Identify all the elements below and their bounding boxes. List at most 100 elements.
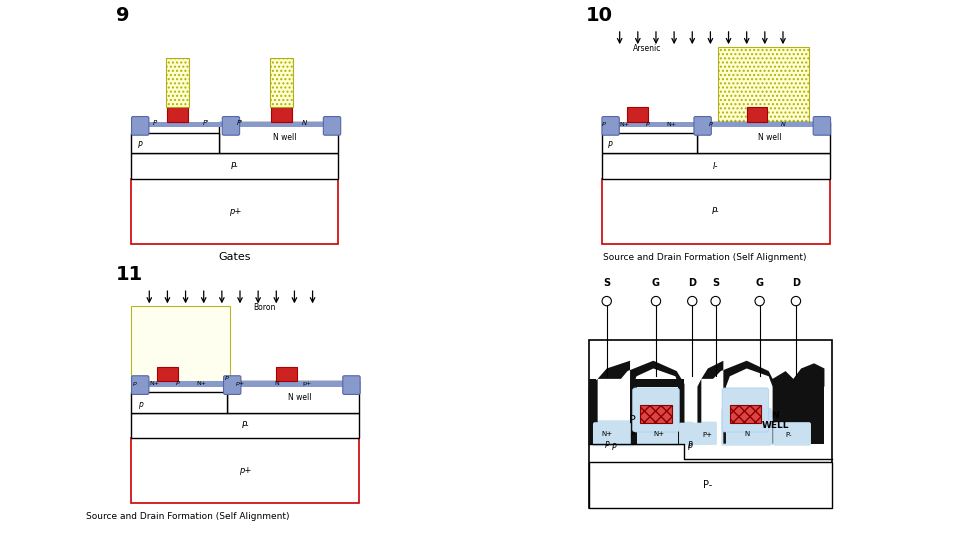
Text: N well: N well (758, 133, 781, 143)
Text: P': P' (204, 120, 209, 126)
Text: 11: 11 (115, 265, 143, 285)
FancyBboxPatch shape (702, 422, 717, 445)
Bar (793, 379, 825, 444)
FancyBboxPatch shape (224, 376, 241, 394)
Bar (166, 58, 189, 107)
Polygon shape (588, 361, 684, 444)
Bar (588, 340, 832, 509)
Text: P: P (687, 443, 692, 452)
Text: N+: N+ (653, 431, 664, 437)
Text: P: P (612, 443, 617, 452)
FancyBboxPatch shape (679, 423, 703, 445)
Text: p+: p+ (235, 381, 245, 386)
Text: Source and Drain Formation (Self Alignment): Source and Drain Formation (Self Alignme… (86, 512, 290, 521)
Bar (628, 107, 648, 122)
Bar (132, 122, 340, 127)
Bar (588, 379, 596, 444)
Bar (276, 367, 297, 381)
Bar (132, 438, 359, 503)
Text: p+: p+ (239, 467, 252, 475)
Bar (132, 413, 359, 438)
FancyBboxPatch shape (633, 388, 680, 432)
Bar (588, 462, 832, 509)
Circle shape (687, 296, 697, 306)
Circle shape (602, 296, 612, 306)
Text: Source and Drain Formation (Self Alignment): Source and Drain Formation (Self Alignme… (604, 253, 807, 262)
Bar (167, 107, 188, 122)
Circle shape (791, 296, 801, 306)
Text: P: P (629, 415, 636, 426)
Text: P: P (605, 441, 609, 450)
FancyBboxPatch shape (223, 117, 240, 135)
Polygon shape (793, 363, 825, 387)
Bar (270, 58, 293, 107)
Bar (132, 393, 228, 413)
Text: P: P (226, 376, 228, 381)
Bar (132, 153, 339, 179)
Text: P: P (609, 141, 612, 150)
Bar (271, 107, 292, 122)
Text: P: P (708, 122, 712, 127)
Bar (747, 107, 767, 122)
Text: N+: N+ (150, 381, 159, 386)
Text: P': P' (237, 120, 243, 126)
FancyBboxPatch shape (721, 408, 772, 445)
Bar (697, 122, 829, 153)
Text: p: p (132, 381, 135, 386)
Text: P: P (631, 432, 635, 438)
FancyBboxPatch shape (324, 117, 341, 135)
Bar (630, 379, 684, 387)
FancyBboxPatch shape (694, 117, 711, 135)
Bar (630, 387, 636, 444)
Text: P: P (602, 122, 606, 127)
Text: P: P (138, 141, 142, 150)
Text: N: N (780, 122, 785, 127)
Text: D: D (792, 278, 800, 288)
Text: N+: N+ (196, 381, 206, 386)
Text: p+: p+ (302, 381, 312, 386)
Text: N well: N well (273, 133, 297, 143)
Bar (157, 367, 178, 381)
Text: N well: N well (288, 393, 311, 402)
Circle shape (755, 296, 764, 306)
FancyBboxPatch shape (602, 117, 619, 135)
Bar (603, 122, 828, 127)
Bar (132, 133, 219, 153)
Text: Arsenic: Arsenic (633, 44, 661, 53)
Text: P-: P- (785, 432, 791, 438)
FancyBboxPatch shape (722, 388, 769, 432)
FancyBboxPatch shape (343, 376, 360, 394)
Text: I-: I- (713, 162, 718, 171)
Text: Boron: Boron (253, 303, 276, 312)
Circle shape (711, 296, 720, 306)
Text: P: P (687, 441, 692, 450)
FancyBboxPatch shape (132, 117, 149, 135)
Bar (602, 179, 829, 244)
Text: P: P (153, 120, 156, 126)
Text: G: G (756, 278, 763, 288)
FancyBboxPatch shape (813, 117, 830, 135)
Text: P: P (646, 122, 650, 127)
Text: N: N (274, 381, 278, 386)
Bar (640, 405, 672, 423)
Text: P: P (176, 381, 180, 386)
FancyBboxPatch shape (591, 420, 636, 446)
Bar (602, 133, 697, 153)
Text: P-: P- (703, 480, 712, 490)
Text: N: N (302, 120, 307, 126)
Text: P-: P- (231, 162, 239, 171)
Bar (730, 405, 761, 423)
Text: S: S (712, 278, 719, 288)
Text: P+: P+ (703, 432, 713, 438)
Text: P-: P- (241, 421, 249, 430)
FancyBboxPatch shape (773, 422, 811, 446)
Bar (132, 306, 229, 381)
Bar (132, 179, 339, 244)
Bar (228, 381, 359, 413)
Text: N: N (744, 431, 750, 437)
Text: D: D (688, 278, 696, 288)
Text: S: S (603, 278, 611, 288)
Text: N+: N+ (620, 122, 630, 127)
Text: P-: P- (711, 207, 719, 216)
Text: Gates: Gates (219, 252, 252, 262)
